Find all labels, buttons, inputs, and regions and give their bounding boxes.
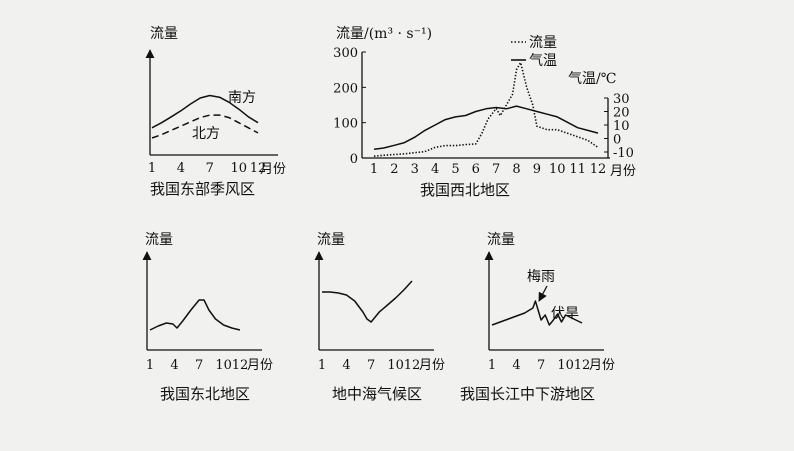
series-label-south: 南方: [228, 90, 256, 106]
series-line-流量-0: [373, 61, 599, 157]
x-tick-label: 7: [537, 358, 545, 373]
x-tick-label: 7: [367, 358, 375, 373]
x-tick-label: 1: [488, 358, 496, 373]
x-tick-label: 6: [472, 162, 480, 177]
x-tick-label: 10: [230, 161, 247, 176]
x-tick-label: 1: [146, 358, 154, 373]
x-tick-label: 4: [431, 162, 439, 177]
caption: 我国长江中下游地区: [460, 385, 595, 403]
series-line-南方-0: [151, 94, 259, 129]
y-tick-label-left: 100: [333, 117, 358, 132]
x-unit-label: 月份: [419, 358, 445, 373]
x-tick-label: 9: [533, 162, 541, 177]
x-tick-label: 1: [370, 162, 378, 177]
series-line-flow-0: [322, 280, 413, 323]
y-tick-label-left: 0: [350, 152, 358, 167]
x-tick-label: 10: [549, 162, 566, 177]
series-line-气温-1: [373, 105, 599, 151]
caption: 我国东北地区: [160, 385, 250, 403]
annotation-summer-drought: 伏旱: [551, 306, 579, 322]
y-tick-label-left: 200: [333, 81, 358, 96]
y-tick-label-right: -10: [613, 146, 634, 161]
x-tick-label: 5: [451, 162, 459, 177]
y-tick-label-right: 10: [613, 119, 630, 134]
panel-yangtze: 流量 1 4 7 10 12 梅雨 伏旱 月份 我国长江中下游地区: [460, 232, 615, 403]
x-tick-label: 8: [512, 162, 520, 177]
y-tick-label-right: 0: [613, 133, 621, 148]
x-tick-label: 10: [557, 358, 574, 373]
x-tick-label: 10: [387, 358, 404, 373]
x-tick-label: 7: [492, 162, 500, 177]
x-tick-label: 1: [148, 161, 156, 176]
ylabel-left: 流量/(m³ · s⁻¹): [336, 26, 432, 42]
ylabel-right: 气温/℃: [568, 71, 616, 87]
x-unit-label: 月份: [589, 358, 615, 373]
ylabel: 流量: [150, 26, 178, 42]
legend-label-temp: 气温: [529, 53, 557, 69]
x-tick-label: 1: [318, 358, 326, 373]
panel-mediterranean: 流量 1 4 7 10 12 月份 地中海气候区: [314, 232, 445, 403]
panel-east-monsoon: 流量 1 4 7 10 12 南方 北方 月份 我国东部季风区: [145, 26, 286, 198]
x-tick-label: 12: [404, 358, 421, 373]
x-tick-label: 12: [590, 162, 607, 177]
caption: 我国西北地区: [420, 181, 510, 199]
series-line-北方-1: [151, 114, 259, 139]
x-tick-label: 2: [390, 162, 398, 177]
series-line-flow-0: [491, 300, 583, 326]
x-tick-label: 4: [512, 358, 520, 373]
x-tick-label: 4: [177, 161, 185, 176]
ylabel: 流量: [487, 232, 515, 248]
annotation-plum-rain: 梅雨: [527, 269, 555, 285]
caption: 地中海气候区: [332, 385, 422, 403]
x-unit-label: 月份: [260, 162, 286, 177]
x-unit-label: 月份: [247, 358, 273, 373]
x-tick-label: 10: [215, 358, 232, 373]
legend-label-flow: 流量: [529, 35, 557, 51]
x-tick-label: 12: [250, 161, 267, 176]
caption: 我国东部季风区: [150, 180, 255, 198]
x-tick-label: 7: [206, 161, 214, 176]
ylabel: 流量: [317, 232, 345, 248]
x-tick-label: 3: [411, 162, 419, 177]
x-tick-label: 4: [342, 358, 350, 373]
panel-northwest: 流量/(m³ · s⁻¹) 气温/℃ 1 2 3 4 5 6 7 8 9 10 11 12 01002…: [333, 26, 636, 199]
x-tick-label: 12: [232, 358, 249, 373]
x-tick-label: 7: [195, 358, 203, 373]
panel-northeast: 流量 1 4 7 10 12 月份 我国东北地区: [142, 232, 273, 403]
legend: 流量 气温: [511, 35, 557, 69]
y-tick-label-right: 30: [613, 92, 630, 107]
series-line-flow-0: [149, 299, 241, 331]
annotation-arrow: [538, 285, 548, 302]
y-tick-label-left: 300: [333, 46, 358, 61]
y-tick-label-right: 20: [613, 106, 630, 121]
x-tick-label: 12: [574, 358, 591, 373]
x-tick-label: 11: [569, 162, 586, 177]
ylabel: 流量: [145, 232, 173, 248]
x-unit-label: 月份: [610, 164, 636, 179]
x-tick-label: 4: [170, 358, 178, 373]
series-label-north: 北方: [192, 126, 220, 142]
